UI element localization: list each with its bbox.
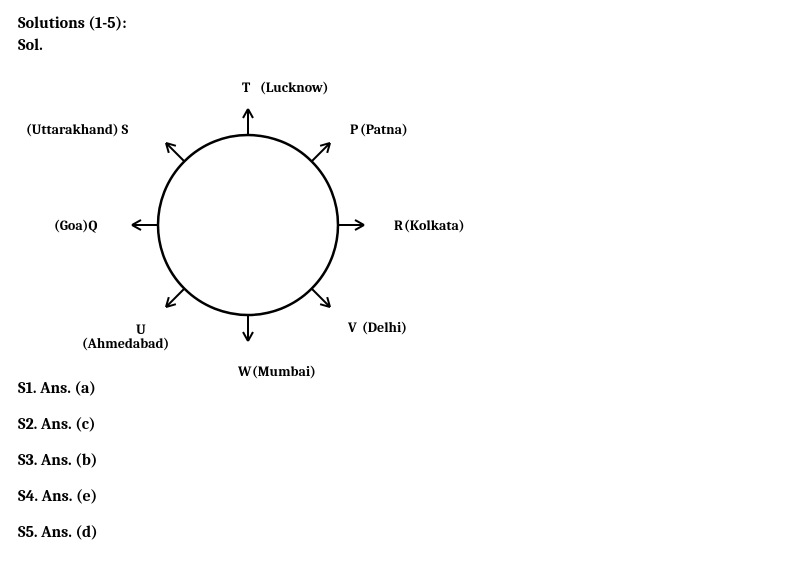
solutions-heading: Solutions (1-5): Sol. bbox=[18, 12, 789, 57]
answer-qnum: S3. bbox=[18, 451, 37, 469]
node-label-T: T bbox=[242, 79, 250, 96]
answer-qnum: S4. bbox=[18, 487, 38, 505]
diagram-svg bbox=[18, 65, 478, 365]
solutions-sol: Sol. bbox=[18, 36, 43, 54]
answer-value: Ans. (d) bbox=[41, 523, 98, 541]
answer-line: S1. Ans. (a) bbox=[18, 379, 789, 397]
answer-value: Ans. (e) bbox=[42, 487, 98, 505]
answers-block: S1. Ans. (a)S2. Ans. (c)S3. Ans. (b)S4. … bbox=[18, 379, 789, 541]
answer-line: S5. Ans. (d) bbox=[18, 523, 789, 541]
seating-diagram: T(Lucknow)P(Patna)R(Kolkata)V(Delhi)W(Mu… bbox=[18, 65, 478, 365]
node-city-P: (Patna) bbox=[360, 121, 408, 138]
node-city-R: (Kolkata) bbox=[404, 217, 465, 234]
answer-qnum: S5. bbox=[18, 523, 38, 541]
node-label-S: (Uttarakhand) S bbox=[26, 121, 128, 138]
node-label-Q: (Goa)Q bbox=[54, 217, 97, 234]
answer-value: Ans. (a) bbox=[40, 379, 96, 397]
node-city-U: (Ahmedabad) bbox=[82, 335, 169, 352]
answer-line: S2. Ans. (c) bbox=[18, 415, 789, 433]
node-label-P: P bbox=[350, 121, 358, 138]
answer-value: Ans. (c) bbox=[41, 415, 96, 433]
answer-qnum: S1. bbox=[18, 379, 37, 397]
node-label-W: W bbox=[238, 363, 251, 380]
node-city-T: (Lucknow) bbox=[260, 79, 328, 96]
solutions-range: Solutions (1-5): bbox=[18, 14, 127, 32]
node-label-R: R bbox=[394, 217, 403, 234]
node-label-V: V bbox=[348, 319, 357, 336]
circle-outline bbox=[158, 135, 338, 315]
answer-line: S4. Ans. (e) bbox=[18, 487, 789, 505]
node-city-W: (Mumbai) bbox=[252, 363, 316, 380]
answer-value: Ans. (b) bbox=[41, 451, 97, 469]
node-city-V: (Delhi) bbox=[362, 319, 407, 336]
answer-qnum: S2. bbox=[18, 415, 37, 433]
answer-line: S3. Ans. (b) bbox=[18, 451, 789, 469]
